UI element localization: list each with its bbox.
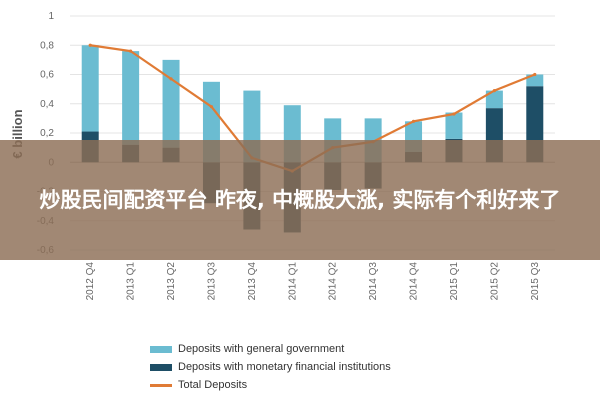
total-deposits-point (209, 105, 214, 109)
legend-item-monetary-institutions: Deposits with monetary financial institu… (150, 358, 391, 376)
bar-general-government (122, 51, 140, 145)
total-deposits-point (88, 43, 92, 47)
bar-general-government (162, 59, 180, 148)
x-tick-label: 2014 Q4 (409, 262, 420, 301)
x-axis-ticks: 2012 Q4 2013 Q1 2013 Q2 2013 Q3 2013 Q4 2014 … (85, 262, 541, 301)
legend: Deposits with general government Deposit… (150, 340, 391, 394)
legend-item-general-government: Deposits with general government (150, 340, 391, 358)
legend-swatch-total-deposits (150, 383, 172, 387)
x-tick-label: 2012 Q4 (85, 262, 96, 301)
bar-general-government (81, 45, 99, 132)
total-deposits-point (129, 49, 133, 53)
bar-general-government (526, 74, 544, 87)
legend-label-monetary-institutions: Deposits with monetary financial institu… (178, 361, 391, 373)
x-tick-label: 2013 Q2 (166, 262, 177, 301)
legend-label-total-deposits: Total Deposits (178, 379, 248, 391)
legend-label-general-government: Deposits with general government (178, 343, 345, 355)
x-tick-label: 2013 Q4 (247, 262, 258, 301)
legend-swatch-monetary-institutions (150, 363, 172, 371)
y-tick-label: 0,2 (40, 128, 54, 139)
x-tick-label: 2014 Q2 (328, 262, 339, 301)
bar-general-government (485, 90, 503, 109)
x-tick-label: 2015 Q3 (530, 262, 541, 301)
x-tick-label: 2013 Q3 (206, 262, 217, 301)
overlay-banner: 炒股民间配资平台 昨夜, 中概股大涨, 实际有个利好来了 (0, 140, 600, 260)
total-deposits-point (533, 72, 537, 77)
total-deposits-point (492, 88, 496, 93)
banner-headline: 炒股民间配资平台 昨夜, 中概股大涨, 实际有个利好来了 (39, 188, 561, 212)
x-tick-label: 2014 Q3 (368, 262, 379, 301)
x-tick-label: 2015 Q1 (449, 262, 460, 301)
x-tick-label: 2013 Q1 (126, 262, 137, 301)
x-tick-label: 2014 Q1 (287, 262, 298, 301)
y-tick-label: 0,6 (40, 70, 54, 81)
legend-swatch-general-government (150, 345, 172, 353)
bar-general-government (445, 112, 463, 139)
total-deposits-point (452, 112, 456, 116)
y-tick-label: 0,8 (40, 40, 54, 51)
total-deposits-point (411, 119, 416, 123)
x-tick-label: 2015 Q2 (489, 262, 500, 301)
y-tick-label: 1 (48, 11, 54, 22)
legend-item-total-deposits: Total Deposits (150, 376, 391, 394)
total-deposits-point (169, 77, 173, 81)
y-tick-label: 0,4 (40, 99, 54, 110)
